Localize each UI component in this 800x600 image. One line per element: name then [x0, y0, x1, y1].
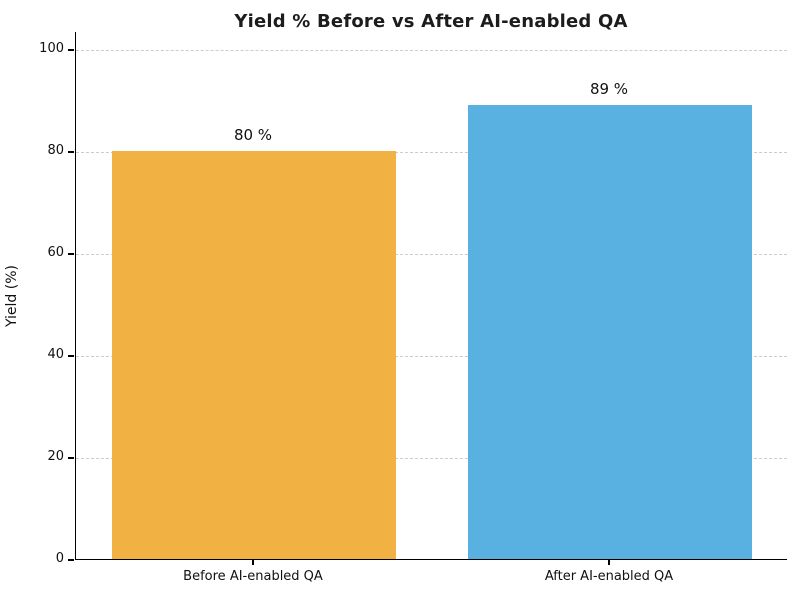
x-tick-mark [608, 560, 610, 565]
y-tick-mark [68, 457, 74, 459]
y-tick-label: 0 [55, 551, 64, 566]
y-tick-label: 100 [39, 40, 64, 56]
y-tick-mark [68, 151, 74, 153]
gridline [76, 355, 787, 357]
y-tick-label: 80 [47, 142, 64, 158]
y-tick-mark [68, 355, 74, 357]
bar-1 [111, 150, 397, 559]
y-tick-mark [68, 49, 74, 51]
plot-area [75, 32, 787, 560]
bar-value-label: 89 % [589, 79, 629, 98]
gridline [76, 151, 787, 153]
bar-2 [467, 104, 753, 559]
gridline [76, 457, 787, 459]
y-tick-mark [68, 559, 74, 561]
x-tick-label: Before AI-enabled QA [183, 569, 323, 584]
bar-value-label: 80 % [233, 125, 273, 144]
y-tick-label: 20 [47, 448, 64, 464]
x-tick-mark [252, 560, 254, 565]
x-tick-label: After AI-enabled QA [544, 569, 674, 584]
y-axis-label: Yield (%) [4, 265, 20, 328]
y-tick-label: 60 [47, 244, 64, 260]
y-tick-mark [68, 253, 74, 255]
chart-title: Yield % Before vs After AI-enabled QA [234, 11, 628, 32]
gridline [76, 49, 787, 51]
y-tick-label: 40 [47, 346, 64, 362]
gridline [76, 253, 787, 255]
